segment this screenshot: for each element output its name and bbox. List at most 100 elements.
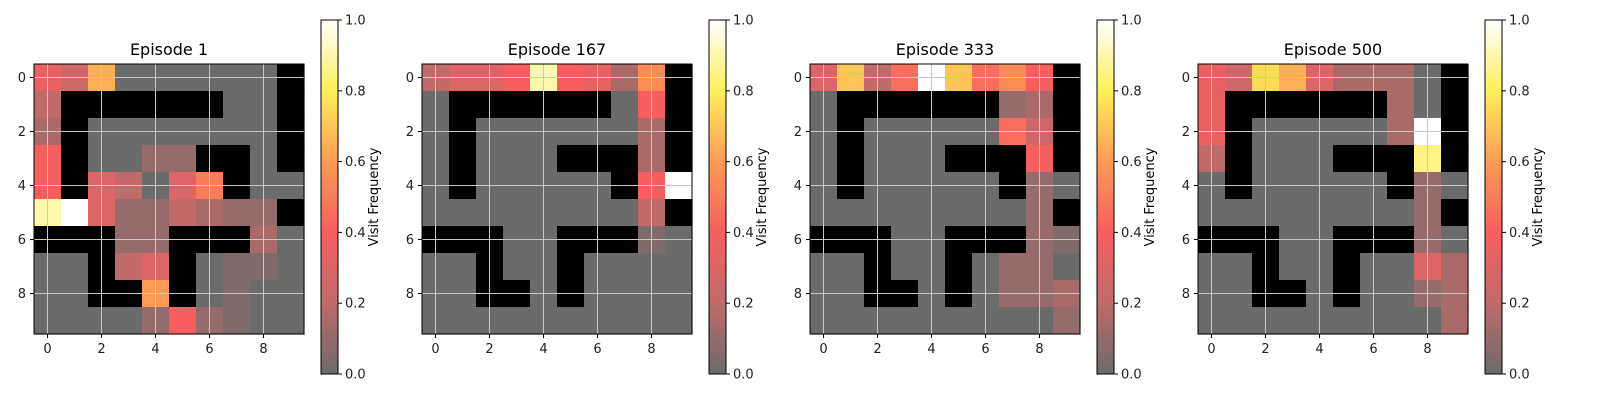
y-tick-label: 4 — [1182, 179, 1190, 194]
colorbar-tick-label: 1.0 — [1121, 14, 1142, 29]
heatmap-cell — [891, 199, 919, 227]
heatmap-cell — [557, 199, 585, 227]
wall-cell — [999, 145, 1027, 173]
colorbar-tick-label: 0.6 — [1121, 155, 1142, 170]
heatmap-cell — [1279, 199, 1307, 227]
y-tick-label: 0 — [18, 71, 26, 86]
wall-cell — [945, 253, 973, 281]
heatmap-cell — [665, 253, 693, 281]
wall-cell — [665, 145, 693, 173]
colorbar-label: Visit Frequency — [755, 147, 770, 246]
wall-cell — [1387, 145, 1415, 173]
colorbar-tick-label: 0.6 — [733, 155, 754, 170]
panel-title: Episode 500 — [1284, 40, 1382, 59]
x-tick-label: 4 — [1315, 342, 1323, 357]
x-ticks: 0 2 4 6 8 — [1207, 334, 1432, 357]
wall-cell — [945, 91, 973, 119]
heatmap-cell — [837, 199, 865, 227]
wall-cell — [61, 91, 89, 119]
colorbar-tick-label: 0.2 — [345, 297, 366, 312]
plot-frame — [809, 63, 1081, 335]
colorbar-tick-label: 0.8 — [733, 84, 754, 99]
wall-cell — [665, 199, 693, 227]
heatmap-cell — [115, 145, 143, 173]
heatmap-cell — [503, 145, 531, 173]
heatmap-cell — [611, 199, 639, 227]
x-tick-label: 0 — [43, 342, 51, 357]
heatmap-cell — [503, 307, 531, 335]
x-tick-label: 4 — [151, 342, 159, 357]
x-tick-label: 0 — [1207, 342, 1215, 357]
y-tick-label: 6 — [406, 233, 414, 248]
y-tick-label: 2 — [18, 125, 26, 140]
y-tick-label: 4 — [18, 179, 26, 194]
colorbar-tick-label: 0.8 — [1121, 84, 1142, 99]
colorbar-bar — [708, 19, 727, 375]
colorbar-tick-label: 0.6 — [1509, 155, 1530, 170]
colorbar-tick-label: 0.2 — [1121, 297, 1142, 312]
x-ticks: 0 2 4 6 8 — [819, 334, 1044, 357]
x-tick-label: 2 — [485, 342, 493, 357]
y-tick-label: 8 — [1182, 287, 1190, 302]
y-ticks: 0 2 4 6 8 — [794, 71, 810, 302]
y-ticks: 0 2 4 6 8 — [1182, 71, 1198, 302]
wall-cell — [1441, 145, 1469, 173]
heatmap-cell — [223, 253, 251, 281]
y-tick-label: 2 — [794, 125, 802, 140]
heatmap-cell — [1279, 307, 1307, 335]
colorbar-ticks: 0.0 0.2 0.4 0.6 0.8 1.0 — [338, 14, 366, 383]
colorbar-tick-label: 0.4 — [1509, 226, 1530, 241]
colorbar-tick-label: 0.8 — [1509, 84, 1530, 99]
wall-cell — [1441, 199, 1469, 227]
panel-episode-167: Episode 167 0 2 4 6 8 0 2 4 6 8 0.0 0.2 0.4 0.6 0.8 1… — [406, 14, 770, 383]
heatmap-cell — [999, 253, 1027, 281]
wall-cell — [891, 91, 919, 119]
heatmap-cell — [449, 307, 477, 335]
wall-cell — [945, 145, 973, 173]
wall-cell — [557, 91, 585, 119]
colorbar-tick-label: 1.0 — [1509, 14, 1530, 29]
heatmap-cell — [945, 307, 973, 335]
colorbar-bar — [320, 19, 339, 375]
colorbar-tick-label: 0.8 — [345, 84, 366, 99]
x-tick-label: 8 — [647, 342, 655, 357]
x-tick-label: 6 — [205, 342, 213, 357]
gridlines — [422, 64, 692, 334]
heatmap-cell — [115, 199, 143, 227]
heatmap-cell — [1279, 253, 1307, 281]
plot-frame — [421, 63, 693, 335]
wall-cell — [223, 145, 251, 173]
heatmap-cells — [422, 64, 693, 335]
colorbar-bar — [1096, 19, 1115, 375]
wall-cell — [449, 91, 477, 119]
heatmap-cells — [810, 64, 1081, 335]
heatmap-cell — [223, 91, 251, 119]
colorbar-tick-label: 0.0 — [1509, 368, 1530, 383]
x-tick-label: 6 — [593, 342, 601, 357]
heatmap-cell — [999, 199, 1027, 227]
heatmap-cell — [1225, 307, 1253, 335]
heatmap-cell — [1333, 199, 1361, 227]
y-tick-label: 0 — [794, 71, 802, 86]
colorbar: 0.0 0.2 0.4 0.6 0.8 1.0 Visit Frequency — [1484, 14, 1546, 383]
y-tick-label: 8 — [406, 287, 414, 302]
wall-cell — [169, 91, 197, 119]
colorbar: 0.0 0.2 0.4 0.6 0.8 1.0 Visit Frequency — [708, 14, 770, 383]
heatmap-cell — [1225, 253, 1253, 281]
x-tick-label: 2 — [1261, 342, 1269, 357]
colorbar: 0.0 0.2 0.4 0.6 0.8 1.0 Visit Frequency — [320, 14, 382, 383]
wall-cell — [665, 91, 693, 119]
heatmap-cell — [611, 307, 639, 335]
colorbar-tick-label: 0.0 — [733, 368, 754, 383]
y-tick-label: 8 — [18, 287, 26, 302]
heatmap-cell — [503, 253, 531, 281]
heatmap-cell — [999, 307, 1027, 335]
heatmap-cell — [277, 253, 305, 281]
x-tick-label: 4 — [539, 342, 547, 357]
wall-cell — [837, 145, 865, 173]
x-tick-label: 0 — [431, 342, 439, 357]
x-tick-label: 8 — [1423, 342, 1431, 357]
heatmap-cell — [611, 253, 639, 281]
wall-cell — [61, 145, 89, 173]
x-tick-label: 4 — [927, 342, 935, 357]
